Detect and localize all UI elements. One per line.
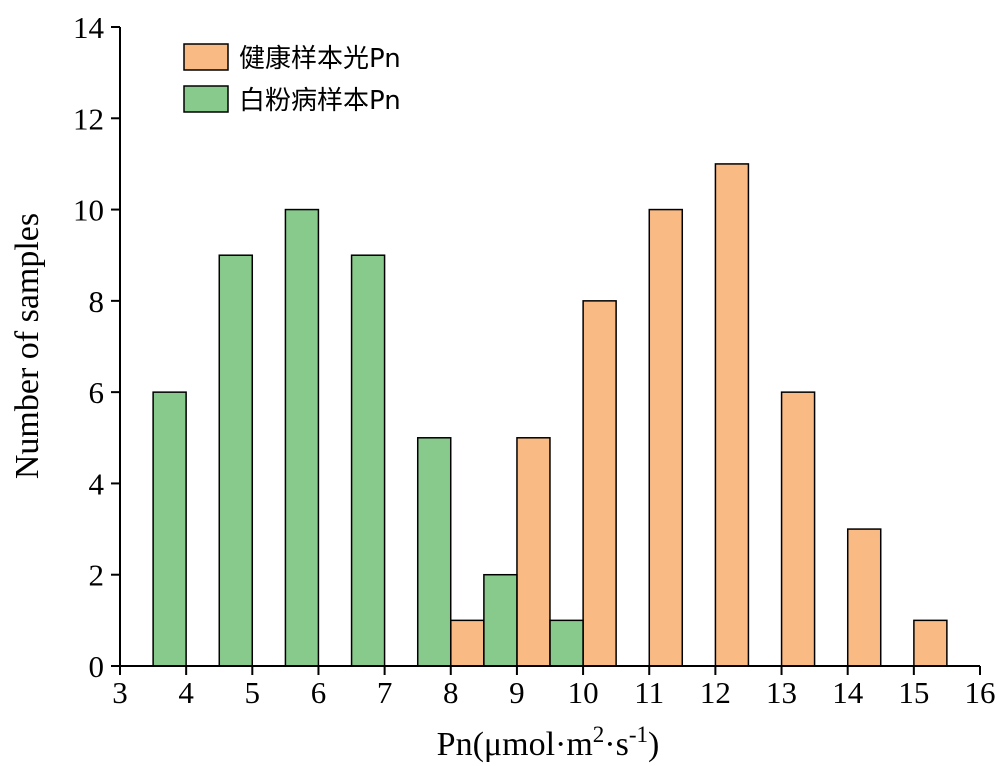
y-tick-label: 0 xyxy=(89,649,105,684)
bars-layer xyxy=(152,163,948,667)
bar-series2-4 xyxy=(350,254,386,667)
x-tick-label: 5 xyxy=(245,675,261,710)
x-axis-title: Pn(μmol·m2·s-1) xyxy=(437,722,660,763)
y-axis-title: Number of samples xyxy=(9,213,46,479)
bar-series1-2 xyxy=(516,437,551,667)
x-tick-label: 9 xyxy=(509,675,525,710)
y-tick-label: 8 xyxy=(89,284,105,319)
x-tick-label: 8 xyxy=(443,675,459,710)
y-tick-label: 4 xyxy=(89,466,105,501)
bar-series1-8 xyxy=(913,619,948,667)
x-tick-label: 4 xyxy=(178,675,194,710)
bar-series1-1 xyxy=(450,619,485,667)
legend: 健康样本光Pn 白粉病样本Pn xyxy=(183,43,401,116)
bar-series2-1 xyxy=(152,391,187,667)
bar-series2-7 xyxy=(549,619,584,667)
y-tick-label: 10 xyxy=(73,193,104,228)
x-tick-label: 12 xyxy=(700,675,731,710)
x-tick-label: 16 xyxy=(965,675,996,710)
x-tick-label: 14 xyxy=(832,675,864,710)
x-axis-title-mid: ·s xyxy=(604,726,629,763)
bar-series2-3 xyxy=(284,208,320,667)
y-tick-label: 2 xyxy=(89,558,105,593)
x-axis-title-sup1: 2 xyxy=(593,722,605,747)
bar-series1-6 xyxy=(780,391,816,667)
x-axis-title-end: ) xyxy=(648,726,659,763)
x-tick-label: 6 xyxy=(311,675,327,710)
legend-swatch-1 xyxy=(183,43,229,71)
bar-series2-5 xyxy=(416,437,452,667)
y-tick-label: 14 xyxy=(73,10,105,45)
x-axis-title-sup2: -1 xyxy=(629,722,648,747)
bar-series2-2 xyxy=(218,254,254,667)
x-tick-label: 7 xyxy=(377,675,393,710)
x-tick-label: 11 xyxy=(634,675,664,710)
bar-series1-3 xyxy=(582,300,617,667)
x-tick-label: 15 xyxy=(898,675,929,710)
bar-series1-4 xyxy=(648,208,684,667)
axes xyxy=(119,27,980,667)
x-axis-ticks: 3 4 5 6 7 8 9 10 11 12 13 14 15 16 xyxy=(112,666,996,710)
x-axis-title-base: Pn(μmol·m xyxy=(437,726,593,763)
bar-series1-5 xyxy=(714,163,750,667)
bar-series1-7 xyxy=(846,528,882,667)
x-tick-label: 3 xyxy=(112,675,128,710)
legend-label-2: 白粉病样本Pn xyxy=(239,86,401,116)
legend-swatch-2 xyxy=(183,85,229,113)
x-tick-label: 13 xyxy=(766,675,797,710)
legend-label-1: 健康样本光Pn xyxy=(239,44,401,74)
y-tick-label: 12 xyxy=(73,101,104,136)
x-tick-label: 10 xyxy=(568,675,599,710)
y-axis-ticks: 0 2 4 6 8 10 12 14 xyxy=(73,10,120,684)
y-tick-label: 6 xyxy=(89,375,105,410)
bar-series2-6 xyxy=(483,573,518,667)
